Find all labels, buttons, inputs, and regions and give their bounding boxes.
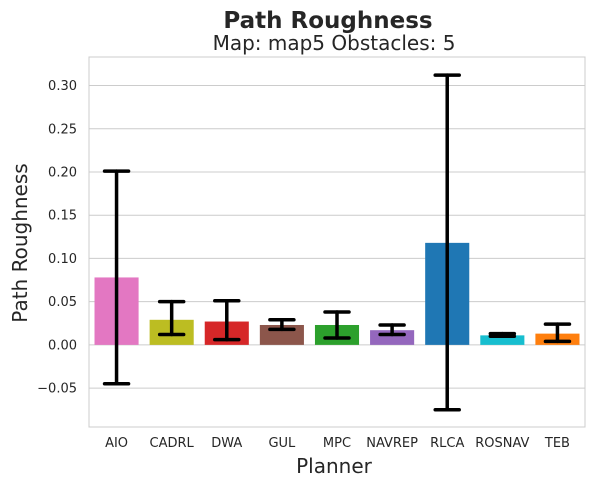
x-tick-labels: AIO CADRL DWA GUL MPC NAVREP RLCA ROSNAV TEB <box>105 436 570 451</box>
x-tick-label: AIO <box>105 436 128 451</box>
error-bar-aio <box>102 169 131 386</box>
error-bar-mpc <box>323 310 351 340</box>
y-tick-label: 0.25 <box>48 122 77 137</box>
y-tick-label: 0.10 <box>48 252 77 267</box>
x-tick-label: DWA <box>211 436 242 451</box>
chart-subtitle: Map: map5 Obstacles: 5 <box>213 31 456 55</box>
y-tick-label: 0.20 <box>48 165 77 180</box>
error-bar-rosnav <box>488 331 517 338</box>
plot-frame <box>88 56 586 428</box>
x-tick-label: TEB <box>544 436 570 451</box>
chart-title: Path Roughness <box>223 8 432 34</box>
error-bar-cadrl <box>157 299 186 337</box>
error-bar-gul <box>268 318 296 332</box>
error-bar-navrep <box>378 323 406 337</box>
y-tick-label: 0.05 <box>48 295 77 310</box>
x-tick-label: MPC <box>323 436 351 451</box>
y-tick-label: −0.05 <box>37 382 77 397</box>
bar-rosnav <box>480 335 525 345</box>
y-axis-label: Path Roughness <box>8 163 32 322</box>
y-tick-label: 0.00 <box>48 338 77 353</box>
x-tick-label: GUL <box>268 436 296 451</box>
y-tick-labels: −0.05 0.00 0.05 0.10 0.15 0.20 0.25 0.30 <box>37 79 77 397</box>
x-axis-label: Planner <box>296 454 373 478</box>
y-tick-label: 0.30 <box>48 79 77 94</box>
x-tick-label: ROSNAV <box>475 436 529 451</box>
x-tick-label: NAVREP <box>366 436 418 451</box>
error-bar-rlca <box>433 73 461 412</box>
x-tick-label: CADRL <box>150 436 195 451</box>
y-tick-label: 0.15 <box>48 209 77 224</box>
error-bars <box>102 73 572 412</box>
error-bar-dwa <box>213 299 241 342</box>
error-bar-teb <box>543 322 572 344</box>
x-tick-label: RLCA <box>430 436 464 451</box>
